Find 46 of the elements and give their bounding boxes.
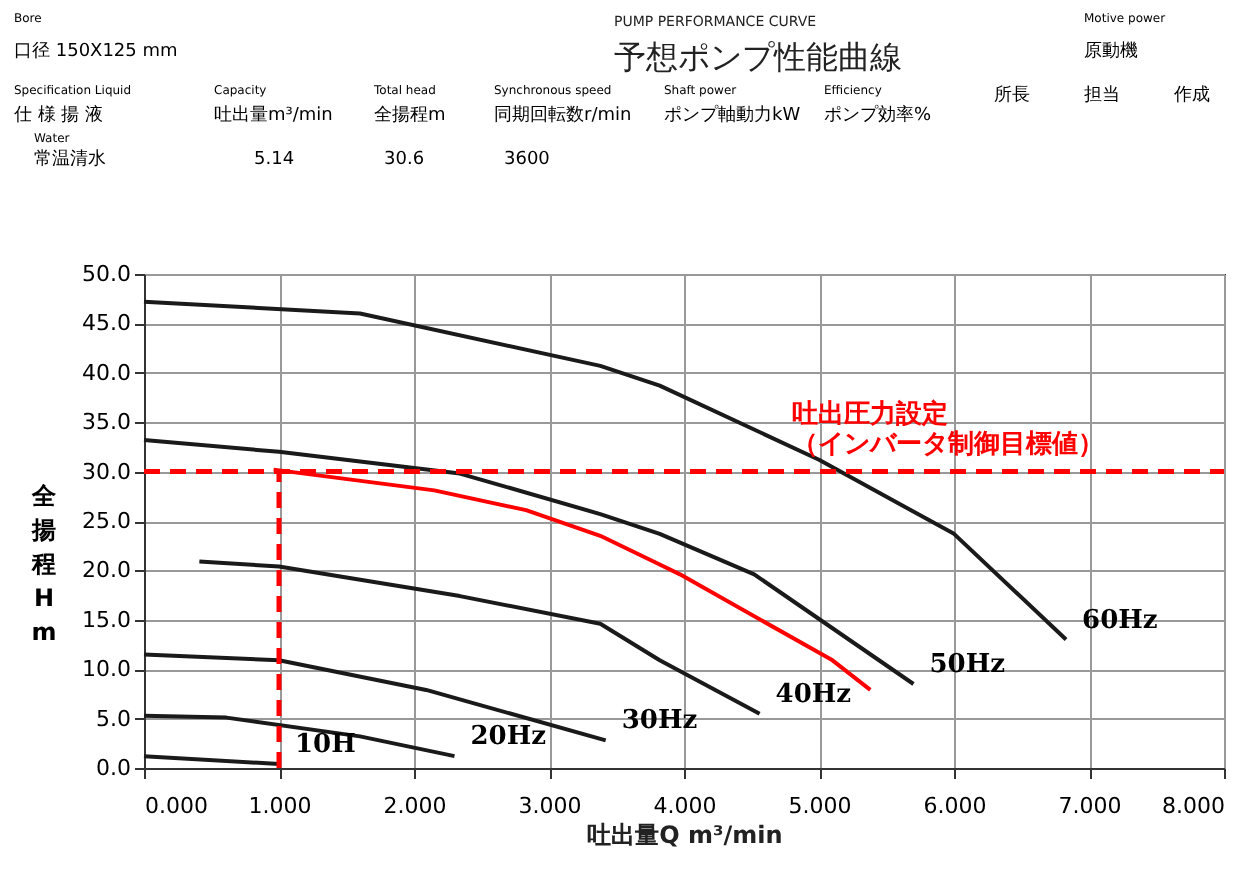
- x-tick-label: 6.000: [923, 793, 987, 819]
- text: 5.14: [254, 150, 295, 170]
- text: 常温清水: [34, 148, 106, 170]
- line-series: [142, 713, 457, 759]
- text: 原動機: [1084, 40, 1138, 62]
- series-label: 50Hz: [929, 650, 1006, 681]
- chart-title: 予想ポンプ性能曲線: [614, 38, 902, 76]
- text: 仕 様 揚 液: [14, 104, 104, 126]
- text: 作成: [1172, 84, 1210, 106]
- series-label: 20Hz: [470, 722, 547, 753]
- y-tick-label: 50.0: [82, 261, 131, 287]
- series-label: 40Hz: [775, 679, 852, 710]
- ref-line-label: 吐出圧力設定（インバータ制御目標値）: [792, 397, 1104, 460]
- x-axis-title: 吐出量Q m³/min: [587, 821, 783, 849]
- x-tick-label: 0.000: [145, 793, 208, 819]
- x-tick-label: 4.000: [653, 793, 717, 819]
- text: 所長: [994, 84, 1030, 106]
- x-tick-label: 5.000: [788, 793, 852, 819]
- y-tick-label: 40.0: [82, 359, 131, 386]
- text: ポンプ軸動力kW: [664, 104, 801, 126]
- text: 30.6: [384, 150, 425, 170]
- y-tick-label: 0.0: [96, 755, 131, 781]
- text: 全揚程m: [374, 104, 446, 126]
- text: 吐出量m³/min: [214, 104, 333, 126]
- y-tick-label: 10.0: [82, 656, 131, 683]
- y-tick-label: 5.0: [96, 705, 131, 732]
- x-tick-label: 3.000: [518, 793, 582, 819]
- x-tick-label: 1.000: [248, 793, 312, 819]
- text: 同期回転数r/min: [494, 104, 632, 126]
- series-label: 10H: [295, 730, 356, 761]
- y-tick-label: 15.0: [82, 606, 131, 633]
- y-tick-label: 35.0: [82, 409, 131, 436]
- y-tick-label: 20.0: [82, 557, 131, 584]
- y-tick-label: 30.0: [82, 458, 131, 485]
- x-tick-label: 8.000: [1162, 793, 1225, 819]
- y-tick-label: 45.0: [82, 310, 131, 337]
- text: 3600: [504, 150, 551, 170]
- series-label: 60Hz: [1082, 605, 1158, 636]
- text: 担当: [1084, 84, 1120, 106]
- text: 口径 150X125 mm: [14, 40, 178, 62]
- x-tick-label: 2.000: [383, 793, 447, 819]
- series-label: 30Hz: [621, 706, 698, 737]
- y-tick-label: 25.0: [82, 508, 131, 534]
- text: ポンプ効率%: [824, 104, 932, 126]
- y-axis-title: 全揚程H m: [30, 482, 58, 647]
- x-tick-label: 7.000: [1058, 793, 1122, 819]
